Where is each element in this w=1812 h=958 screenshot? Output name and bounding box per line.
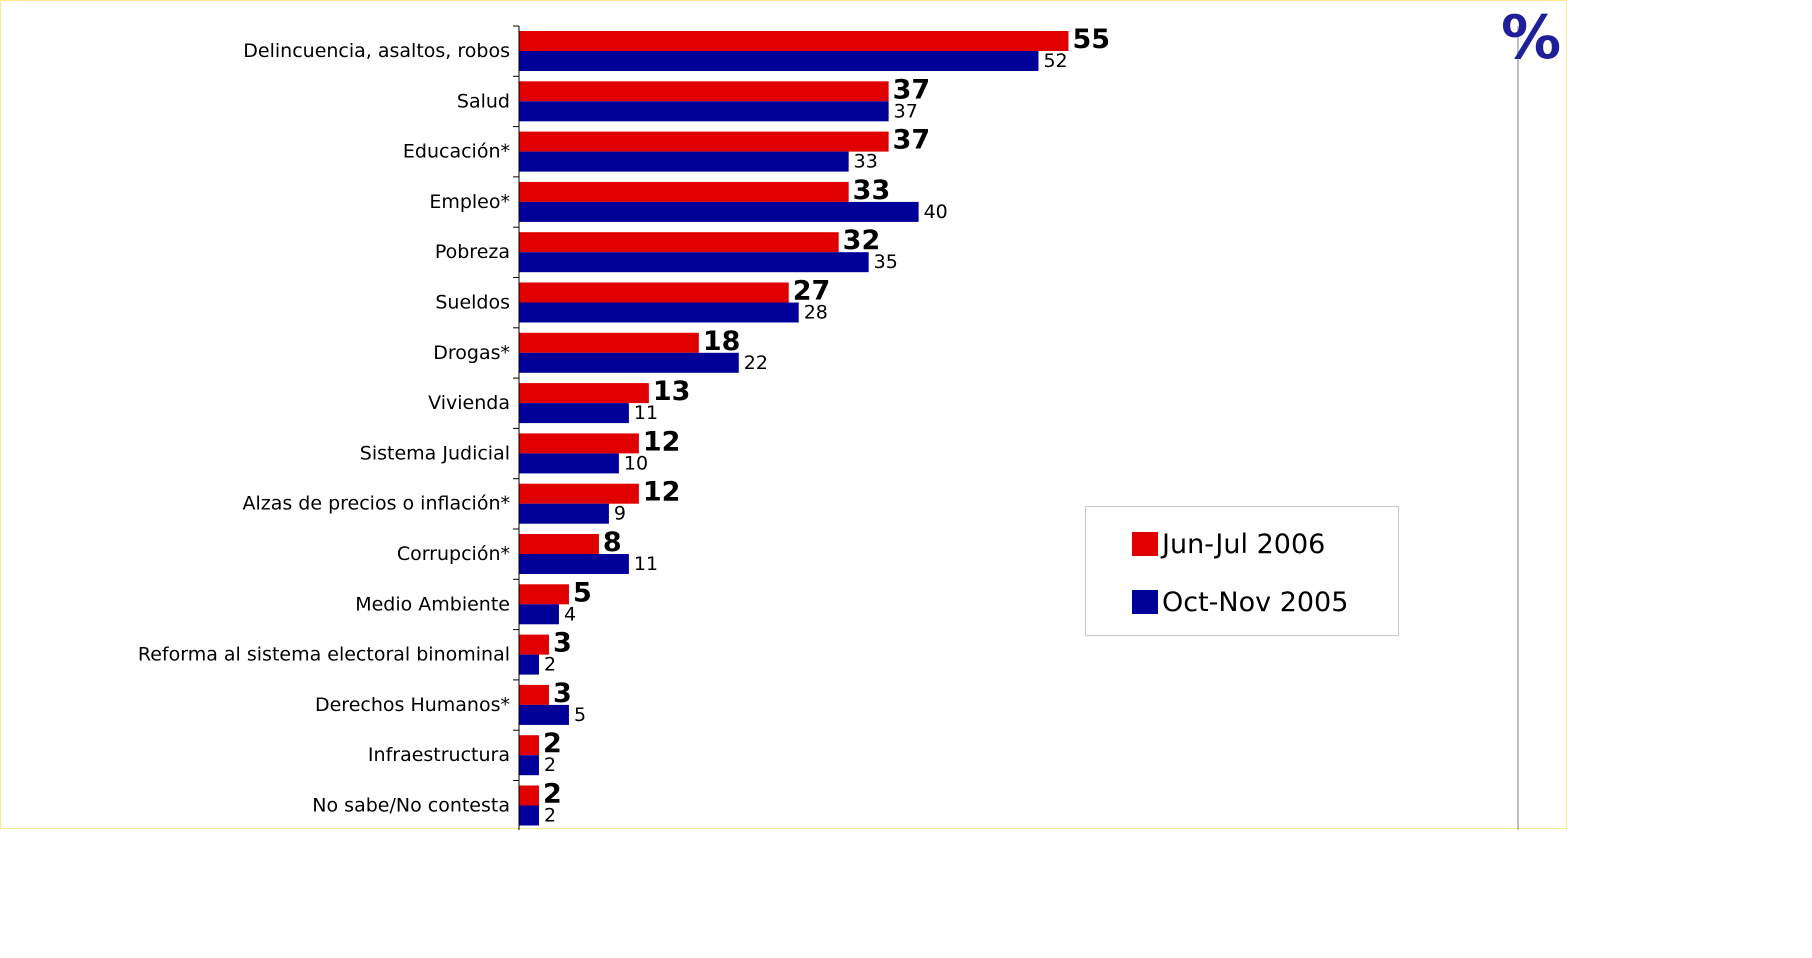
bar-jun-jul-2006 [519, 634, 549, 655]
data-label-oct-nov-2005: 2 [544, 754, 556, 776]
category-label: Educación* [403, 141, 510, 163]
data-label-oct-nov-2005: 2 [544, 805, 556, 827]
bar-oct-nov-2005 [519, 805, 539, 826]
legend-item-series-2: Oct-Nov 2005 [1132, 585, 1348, 619]
category-label: Alzas de precios o inflación* [242, 493, 510, 515]
bar-oct-nov-2005 [519, 604, 559, 625]
category-label: Corrupción* [397, 543, 510, 565]
bar-oct-nov-2005 [519, 654, 539, 675]
bar-jun-jul-2006 [519, 483, 639, 504]
data-label-oct-nov-2005: 40 [924, 201, 948, 223]
legend-label-series-1: Jun-Jul 2006 [1162, 528, 1326, 560]
data-label-jun-jul-2006: 2 [543, 728, 562, 759]
data-label-jun-jul-2006: 2 [543, 779, 562, 810]
data-label-jun-jul-2006: 13 [653, 376, 691, 407]
data-label-oct-nov-2005: 28 [804, 302, 828, 324]
bar-oct-nov-2005 [519, 151, 849, 172]
bar-jun-jul-2006 [519, 433, 639, 454]
bar-jun-jul-2006 [519, 181, 849, 202]
category-label: Infraestructura [368, 744, 510, 766]
data-label-oct-nov-2005: 33 [854, 151, 878, 173]
bar-oct-nov-2005 [519, 503, 609, 524]
bar-jun-jul-2006 [519, 232, 839, 253]
data-label-jun-jul-2006: 3 [553, 678, 572, 709]
bar-jun-jul-2006 [519, 81, 889, 102]
data-label-oct-nov-2005: 11 [634, 402, 658, 424]
data-label-jun-jul-2006: 55 [1072, 24, 1110, 55]
bar-jun-jul-2006 [519, 383, 649, 404]
bar-oct-nov-2005 [519, 101, 889, 122]
data-label-oct-nov-2005: 37 [894, 100, 918, 122]
bar-jun-jul-2006 [519, 31, 1069, 51]
data-label-oct-nov-2005: 52 [1043, 50, 1067, 72]
bar-oct-nov-2005 [519, 704, 569, 725]
data-label-jun-jul-2006: 5 [573, 577, 592, 608]
data-label-jun-jul-2006: 18 [703, 326, 741, 357]
data-label-jun-jul-2006: 32 [843, 225, 881, 256]
data-label-oct-nov-2005: 35 [874, 251, 898, 273]
bar-oct-nov-2005 [519, 403, 629, 424]
category-label: Delincuencia, asaltos, robos [243, 40, 510, 62]
legend-swatch-red [1132, 532, 1158, 556]
category-label: Sistema Judicial [360, 442, 510, 464]
data-label-jun-jul-2006: 33 [853, 175, 891, 206]
data-label-oct-nov-2005: 10 [624, 452, 648, 474]
bar-oct-nov-2005 [519, 352, 739, 373]
bar-jun-jul-2006 [519, 584, 569, 605]
bar-jun-jul-2006 [519, 332, 699, 353]
category-label: Drogas* [433, 342, 510, 364]
category-labels-group: Delincuencia, asaltos, robos Salud Educaci… [138, 40, 510, 817]
data-label-oct-nov-2005: 2 [544, 654, 556, 676]
unit-label: % [1501, 3, 1562, 73]
bar-oct-nov-2005 [519, 554, 629, 574]
y-axis [513, 25, 520, 830]
bars-group [519, 31, 1069, 826]
bar-jun-jul-2006 [519, 131, 889, 152]
bar-oct-nov-2005 [519, 755, 539, 776]
category-label: Medio Ambiente [355, 593, 510, 615]
category-label: Vivienda [428, 392, 510, 414]
data-label-jun-jul-2006: 8 [603, 527, 622, 558]
category-label: Salud [457, 90, 510, 112]
bar-jun-jul-2006 [519, 785, 539, 806]
data-label-jun-jul-2006: 3 [553, 628, 572, 659]
legend-item-series-1: Jun-Jul 2006 [1132, 527, 1325, 561]
bar-oct-nov-2005 [519, 201, 919, 222]
category-label: No sabe/No contesta [312, 795, 510, 817]
category-label: Sueldos [435, 292, 510, 314]
chart-frame: 55 52 37 37 37 33 33 40 32 35 27 28 18 22 13 11 12 10 12 9 8… [0, 0, 1567, 830]
data-label-oct-nov-2005: 9 [614, 503, 626, 525]
data-label-jun-jul-2006: 37 [893, 74, 931, 105]
bar-oct-nov-2005 [519, 51, 1039, 71]
bar-jun-jul-2006 [519, 684, 549, 705]
category-label: Reforma al sistema electoral binominal [138, 644, 510, 666]
bar-oct-nov-2005 [519, 302, 799, 323]
category-label: Derechos Humanos* [315, 694, 510, 716]
bar-jun-jul-2006 [519, 534, 599, 554]
value-labels-group: 5552373737333340323527281822131112101298… [543, 24, 1110, 827]
bar-chart: 5552373737333340323527281822131112101298… [138, 24, 1519, 830]
legend-label-series-2: Oct-Nov 2005 [1162, 586, 1349, 618]
bar-oct-nov-2005 [519, 252, 869, 273]
data-label-oct-nov-2005: 4 [564, 603, 576, 625]
bar-jun-jul-2006 [519, 735, 539, 756]
data-label-jun-jul-2006: 12 [643, 477, 681, 508]
bar-jun-jul-2006 [519, 282, 789, 303]
legend: Jun-Jul 2006 Oct-Nov 2005 [1085, 506, 1399, 636]
data-label-oct-nov-2005: 22 [744, 352, 768, 374]
legend-swatch-blue [1132, 590, 1158, 614]
category-label: Empleo* [429, 191, 510, 213]
data-label-jun-jul-2006: 27 [793, 276, 831, 307]
category-label: Pobreza [435, 241, 510, 263]
data-label-jun-jul-2006: 12 [643, 426, 681, 457]
data-label-jun-jul-2006: 37 [893, 125, 931, 156]
data-label-oct-nov-2005: 11 [634, 553, 658, 575]
data-label-oct-nov-2005: 5 [574, 704, 586, 726]
bar-oct-nov-2005 [519, 453, 619, 474]
